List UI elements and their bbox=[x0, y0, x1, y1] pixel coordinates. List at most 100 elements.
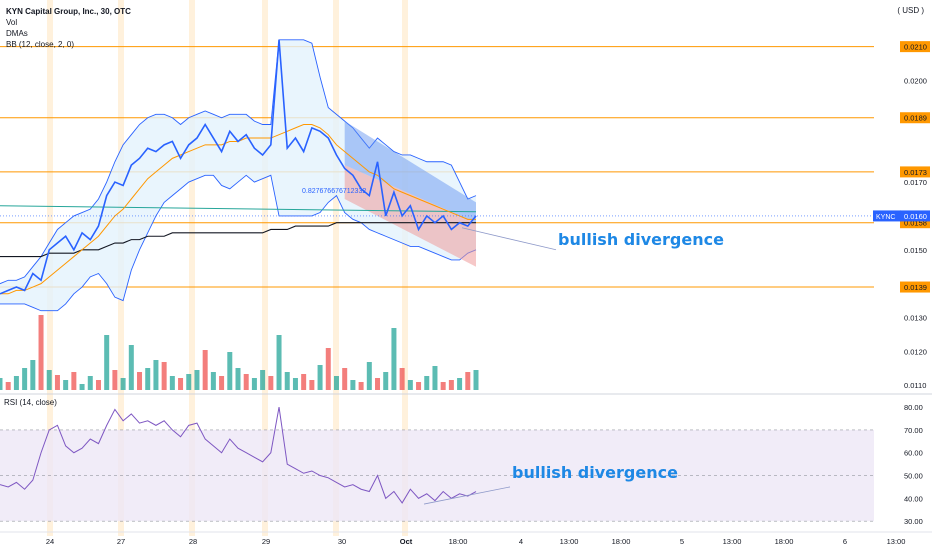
volume-bar bbox=[284, 372, 290, 390]
volume-bar bbox=[5, 382, 11, 390]
volume-bar bbox=[416, 382, 422, 390]
volume-bar bbox=[424, 376, 430, 390]
volume-bar bbox=[79, 384, 85, 390]
rsi-tick-label: 80.00 bbox=[904, 403, 923, 412]
currency-label[interactable]: ( USD ) bbox=[897, 6, 924, 15]
time-tick-label: 18:00 bbox=[449, 537, 468, 546]
volume-bar bbox=[325, 348, 331, 390]
volume-bar bbox=[87, 376, 93, 390]
volume-bar bbox=[145, 368, 151, 390]
volume-bar bbox=[473, 370, 479, 390]
price-tick-label: 0.0150 bbox=[904, 246, 927, 255]
volume-bar bbox=[137, 372, 143, 390]
rsi-legend[interactable]: RSI (14, close) bbox=[4, 398, 57, 407]
volume-bar bbox=[227, 352, 233, 390]
rsi-tick-label: 60.00 bbox=[904, 449, 923, 458]
volume-bar bbox=[235, 368, 241, 390]
volume-bar bbox=[358, 382, 364, 390]
rsi-tick-label: 50.00 bbox=[904, 472, 923, 481]
volume-bar bbox=[30, 360, 36, 390]
symbol-tag-label: KYNC bbox=[876, 214, 895, 221]
time-tick-label: 27 bbox=[117, 537, 125, 546]
dma-teal-line bbox=[0, 205, 477, 213]
time-tick-label: 13:00 bbox=[723, 537, 742, 546]
volume-bar bbox=[219, 376, 225, 390]
price-tick-label: 0.0158 bbox=[904, 219, 927, 228]
price-tick-label: 0.0110 bbox=[904, 381, 926, 390]
time-tick-label: 13:00 bbox=[560, 537, 579, 546]
ratio-label: 0.827676676712332 bbox=[302, 188, 366, 195]
session-band bbox=[402, 0, 408, 536]
volume-bar bbox=[465, 372, 471, 390]
volume-bar bbox=[251, 378, 257, 390]
volume-bar bbox=[46, 370, 52, 390]
chart-legend: KYN Capital Group, Inc., 30, OTC Vol DMA… bbox=[6, 6, 131, 50]
price-line bbox=[0, 39, 477, 295]
legend-vol[interactable]: Vol bbox=[6, 18, 18, 27]
dma-black-line bbox=[0, 222, 476, 258]
time-tick-label: 18:00 bbox=[775, 537, 794, 546]
bb-upper-band bbox=[0, 39, 477, 285]
price-level-tag bbox=[900, 217, 930, 229]
price-tick-label: 0.0200 bbox=[904, 76, 927, 85]
volume-bar bbox=[268, 376, 274, 390]
time-tick-label: Oct bbox=[400, 537, 413, 546]
price-tick-label: 0.0120 bbox=[904, 347, 927, 356]
volume-bar bbox=[317, 365, 323, 390]
session-band bbox=[189, 0, 195, 536]
volume-bar bbox=[407, 380, 413, 390]
legend-dmas[interactable]: DMAs bbox=[6, 29, 28, 38]
time-tick-label: 4 bbox=[519, 537, 523, 546]
price-tick-label: 0.0173 bbox=[904, 168, 927, 177]
volume-bar bbox=[292, 378, 298, 390]
rsi-line bbox=[0, 407, 477, 504]
volume-bar bbox=[128, 345, 134, 390]
volume-bar bbox=[54, 375, 60, 390]
volume-bar bbox=[153, 360, 159, 390]
time-tick-label: 13:00 bbox=[887, 537, 906, 546]
bb-lower-band bbox=[0, 174, 477, 312]
volume-bar bbox=[0, 378, 3, 390]
divergence-label: bullish divergence bbox=[558, 230, 724, 249]
time-tick-label: 30 bbox=[338, 537, 346, 546]
channel-lower bbox=[344, 165, 476, 267]
price-tick-label: 0.0210 bbox=[904, 43, 927, 52]
volume-bar bbox=[375, 378, 381, 390]
volume-bar bbox=[38, 315, 44, 390]
session-band bbox=[333, 0, 339, 536]
rsi-tick-label: 40.00 bbox=[904, 494, 923, 503]
price-tick-label: 0.0170 bbox=[904, 178, 927, 187]
price-level-tag bbox=[900, 112, 930, 124]
volume-bar bbox=[169, 376, 175, 390]
volume-bar bbox=[432, 366, 438, 390]
time-tick-label: 6 bbox=[843, 537, 847, 546]
time-tick-label: 5 bbox=[680, 537, 684, 546]
volume-bar bbox=[342, 368, 348, 390]
time-tick-label: 28 bbox=[189, 537, 197, 546]
volume-bar bbox=[63, 380, 69, 390]
volume-bar bbox=[399, 368, 405, 390]
price-axis bbox=[875, 0, 932, 536]
volume-bar bbox=[186, 374, 192, 390]
legend-bb[interactable]: BB (12, close, 2, 0) bbox=[6, 40, 75, 49]
divergence-arrow bbox=[461, 227, 557, 251]
volume-bar bbox=[120, 378, 126, 390]
volume-bar bbox=[71, 372, 77, 390]
volume-bar bbox=[391, 328, 397, 390]
price-tick-label: 0.0189 bbox=[904, 114, 927, 123]
volume-bar bbox=[161, 362, 167, 390]
price-level-tag bbox=[900, 41, 930, 53]
volume-bar bbox=[333, 376, 339, 390]
volume-bar bbox=[448, 380, 454, 390]
volume-bar bbox=[366, 362, 372, 390]
volume-bar bbox=[457, 378, 463, 390]
time-tick-label: 29 bbox=[262, 537, 270, 546]
volume-bar bbox=[112, 370, 118, 390]
rsi-divergence-arrow bbox=[423, 486, 511, 505]
volume-bar bbox=[440, 382, 446, 390]
volume-bar bbox=[22, 368, 28, 390]
volume-bar bbox=[243, 374, 249, 390]
volume-bar bbox=[260, 370, 266, 390]
volume-bar bbox=[202, 350, 208, 390]
